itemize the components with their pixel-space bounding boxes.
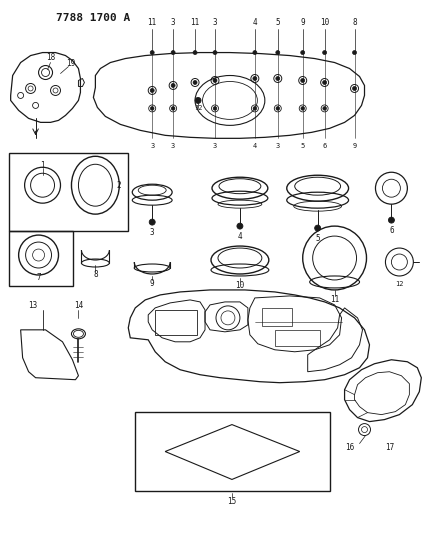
Circle shape [323, 107, 327, 110]
Circle shape [171, 107, 175, 110]
Text: 11: 11 [148, 18, 157, 27]
Text: 4: 4 [253, 143, 257, 149]
Text: 7788 1700 A: 7788 1700 A [56, 13, 130, 23]
Text: 3: 3 [213, 143, 217, 149]
Circle shape [276, 107, 279, 110]
Circle shape [353, 86, 357, 91]
Text: 3: 3 [276, 143, 280, 149]
Circle shape [150, 107, 154, 110]
Circle shape [213, 78, 217, 83]
Circle shape [193, 80, 197, 84]
Bar [9, 154, 128, 231]
Circle shape [301, 107, 304, 110]
Text: 12: 12 [395, 281, 404, 287]
Circle shape [323, 51, 327, 54]
Text: 13: 13 [28, 301, 37, 310]
Text: 6: 6 [323, 143, 327, 149]
Text: 5: 5 [276, 18, 280, 27]
Text: 15: 15 [227, 497, 237, 506]
Bar [9, 231, 74, 286]
Text: 19: 19 [66, 59, 75, 68]
Circle shape [171, 84, 175, 87]
Text: 10: 10 [320, 18, 329, 27]
Text: 10: 10 [235, 281, 244, 290]
Circle shape [315, 225, 321, 231]
Text: 9: 9 [150, 279, 155, 288]
Text: 7: 7 [36, 273, 41, 282]
Text: 14: 14 [74, 301, 83, 310]
Bar [135, 411, 330, 491]
Text: 3: 3 [150, 143, 155, 149]
Text: 2: 2 [116, 181, 121, 190]
Circle shape [195, 98, 201, 103]
Text: 17: 17 [385, 443, 394, 452]
Circle shape [150, 51, 154, 54]
Text: 1: 1 [40, 161, 45, 170]
Text: 11: 11 [330, 295, 339, 304]
Circle shape [171, 51, 175, 54]
Circle shape [253, 77, 257, 80]
Circle shape [301, 78, 305, 83]
Circle shape [213, 51, 217, 54]
Text: 11: 11 [190, 18, 200, 27]
Circle shape [276, 51, 280, 54]
Text: 9: 9 [352, 143, 357, 149]
Circle shape [237, 223, 243, 229]
Circle shape [253, 107, 257, 110]
Circle shape [301, 51, 305, 54]
Circle shape [323, 80, 327, 84]
Text: 8: 8 [93, 270, 98, 279]
Text: 5: 5 [315, 233, 320, 243]
Text: 18: 18 [46, 53, 55, 62]
Text: 9: 9 [300, 18, 305, 27]
Circle shape [213, 107, 217, 110]
Text: 5: 5 [300, 143, 305, 149]
Bar [262, 308, 292, 326]
Circle shape [389, 217, 395, 223]
Text: 3: 3 [171, 18, 175, 27]
Bar [155, 310, 197, 335]
Text: 12: 12 [194, 106, 202, 111]
Text: 3: 3 [150, 228, 155, 237]
Text: 3: 3 [171, 143, 175, 149]
Circle shape [353, 51, 357, 54]
Text: 4: 4 [238, 231, 242, 240]
Circle shape [253, 51, 257, 54]
Text: 4: 4 [253, 18, 257, 27]
Text: 6: 6 [389, 225, 394, 235]
Circle shape [150, 88, 154, 92]
Circle shape [276, 77, 280, 80]
Circle shape [149, 219, 155, 225]
Bar [275, 330, 320, 346]
Circle shape [193, 51, 197, 54]
Text: 8: 8 [352, 18, 357, 27]
Text: 3: 3 [213, 18, 217, 27]
Text: 16: 16 [345, 443, 354, 452]
